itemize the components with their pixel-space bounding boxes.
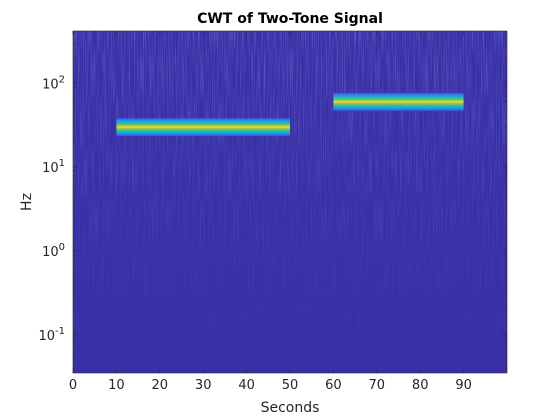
x-tick-label: 60 <box>325 378 342 393</box>
y-tick-label: 101 <box>42 158 65 176</box>
x-tick-label: 70 <box>369 378 386 393</box>
y-tick-label: 10-1 <box>38 326 65 344</box>
x-tick-label: 50 <box>282 378 299 393</box>
x-tick-label: 20 <box>152 378 169 393</box>
x-tick-label: 10 <box>108 378 125 393</box>
x-tick-label: 30 <box>195 378 212 393</box>
y-axis-label: Hz <box>19 193 35 211</box>
x-tick-label: 40 <box>238 378 255 393</box>
x-tick-label: 90 <box>455 378 472 393</box>
chart-title: CWT of Two-Tone Signal <box>197 11 383 27</box>
x-tick-label: 0 <box>69 378 77 393</box>
x-tick-label: 80 <box>412 378 429 393</box>
tone-band-2 <box>333 92 464 111</box>
y-tick-label: 100 <box>42 242 65 260</box>
x-axis-label: Seconds <box>261 400 320 416</box>
y-tick-label: 102 <box>42 74 65 92</box>
tone-band-1 <box>116 118 291 137</box>
noise-texture <box>73 31 507 373</box>
